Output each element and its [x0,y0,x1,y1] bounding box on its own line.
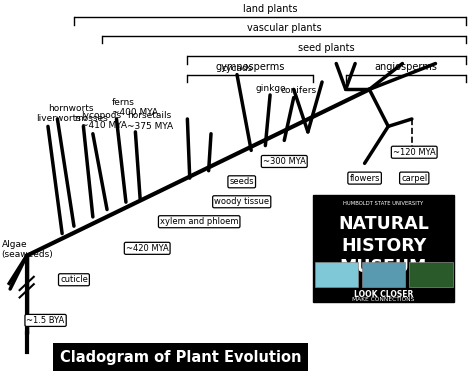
Text: ~120 MYA: ~120 MYA [393,148,436,157]
FancyBboxPatch shape [362,262,405,287]
Text: land plants: land plants [243,4,297,14]
Text: seeds: seeds [229,177,254,186]
Text: cycads: cycads [222,64,253,73]
FancyBboxPatch shape [313,195,455,302]
Text: LOOK CLOSER: LOOK CLOSER [354,290,413,299]
Text: flowers: flowers [349,174,380,183]
Text: hornworts: hornworts [48,104,93,114]
Text: Cladogram of Plant Evolution: Cladogram of Plant Evolution [60,350,301,365]
Text: horsetails
~375 MYA: horsetails ~375 MYA [128,111,173,131]
Text: ginkgo: ginkgo [256,84,286,93]
FancyBboxPatch shape [409,262,453,287]
Text: MAKE CONNECTIONS: MAKE CONNECTIONS [352,297,415,302]
FancyBboxPatch shape [315,262,358,287]
Text: seed plants: seed plants [299,43,355,53]
Text: MUSEUM: MUSEUM [340,258,427,276]
Text: lycopods
~410 MYA: lycopods ~410 MYA [81,111,127,130]
Text: vascular plants: vascular plants [247,23,321,33]
Text: cuticle: cuticle [60,275,88,284]
Text: ferns
~400 MYA: ferns ~400 MYA [112,98,158,117]
Text: xylem and phloem: xylem and phloem [160,217,238,226]
Text: gymnosperms: gymnosperms [215,62,285,72]
Text: angiosperms: angiosperms [374,62,438,72]
Text: HISTORY: HISTORY [341,236,426,255]
Text: ~420 MYA: ~420 MYA [126,244,169,253]
Text: carpel: carpel [401,174,428,183]
Text: woody tissue: woody tissue [214,197,269,206]
Text: ~300 MYA: ~300 MYA [263,157,306,166]
Text: mosses: mosses [74,114,108,123]
Text: ~1.5 BYA: ~1.5 BYA [27,316,65,325]
Text: liverworts: liverworts [36,114,81,123]
Text: conifers: conifers [281,86,317,95]
Text: HUMBOLDT STATE UNIVERSITY: HUMBOLDT STATE UNIVERSITY [343,201,424,206]
Text: Algae
(seaweeds): Algae (seaweeds) [1,240,54,259]
Text: NATURAL: NATURAL [338,215,429,233]
